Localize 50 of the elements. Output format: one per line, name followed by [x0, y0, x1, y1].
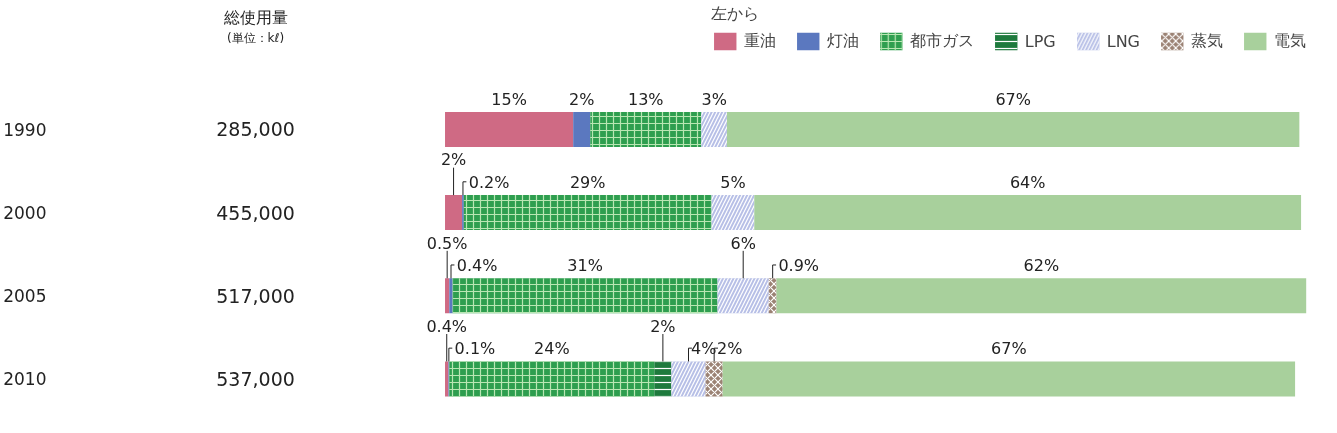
legend-title: 左から	[710, 4, 760, 25]
data-label: 0.5%	[426, 233, 468, 253]
bar	[776, 278, 1307, 314]
text: 517,000	[216, 284, 295, 307]
data-label: 2%	[650, 316, 676, 336]
bar	[445, 195, 463, 231]
data-label: 24%	[534, 339, 570, 359]
data-label: 29%	[569, 172, 606, 192]
bar	[445, 278, 450, 314]
y-tick-label: 2010	[3, 369, 47, 390]
data-label: 2%	[717, 339, 743, 359]
data-label: 67%	[991, 339, 1027, 359]
legend-label: LPG	[1024, 31, 1056, 51]
text: 総使用量	[222, 7, 288, 27]
data-label: 4%	[690, 339, 717, 359]
data-label: 0.4%	[426, 316, 468, 336]
legend-label: 重油	[743, 30, 776, 52]
text: (単位：kℓ)	[226, 30, 285, 45]
data-label: 0.2%	[468, 172, 510, 192]
data-label: 3%	[701, 89, 727, 109]
data-label: 0.4%	[456, 255, 498, 275]
legend-label: 電気	[1274, 30, 1306, 52]
data-label: 62%	[1023, 255, 1060, 275]
data-label: 2%	[569, 89, 595, 109]
bar	[754, 195, 1302, 231]
data-label: 15%	[491, 89, 527, 109]
data-label: 64%	[1009, 172, 1046, 192]
y-tick-label: 1990	[3, 119, 47, 140]
data-label: 13%	[628, 89, 664, 109]
text: 455,000	[216, 201, 295, 224]
text: 537,000	[216, 367, 295, 390]
legend-label: LNG	[1106, 31, 1140, 51]
data-label: 31%	[567, 255, 603, 275]
bar	[445, 111, 574, 147]
legend-label: 灯油	[826, 30, 859, 52]
data-label: 2%	[440, 150, 467, 170]
bar	[722, 361, 1296, 397]
data-label: 0.1%	[454, 339, 496, 359]
text: 285,000	[216, 118, 295, 141]
data-label: 6%	[730, 233, 756, 253]
data-label: 67%	[995, 89, 1031, 109]
y-tick-label: 2005	[3, 286, 47, 307]
data-label: 5%	[720, 172, 746, 192]
bar	[726, 111, 1300, 147]
legend-label: 蒸気	[1191, 30, 1223, 52]
legend-label: 都市ガス	[909, 30, 974, 52]
bar	[573, 111, 591, 147]
y-tick-label: 2000	[3, 203, 47, 224]
bar	[449, 278, 453, 314]
data-label: 0.9%	[778, 255, 820, 275]
